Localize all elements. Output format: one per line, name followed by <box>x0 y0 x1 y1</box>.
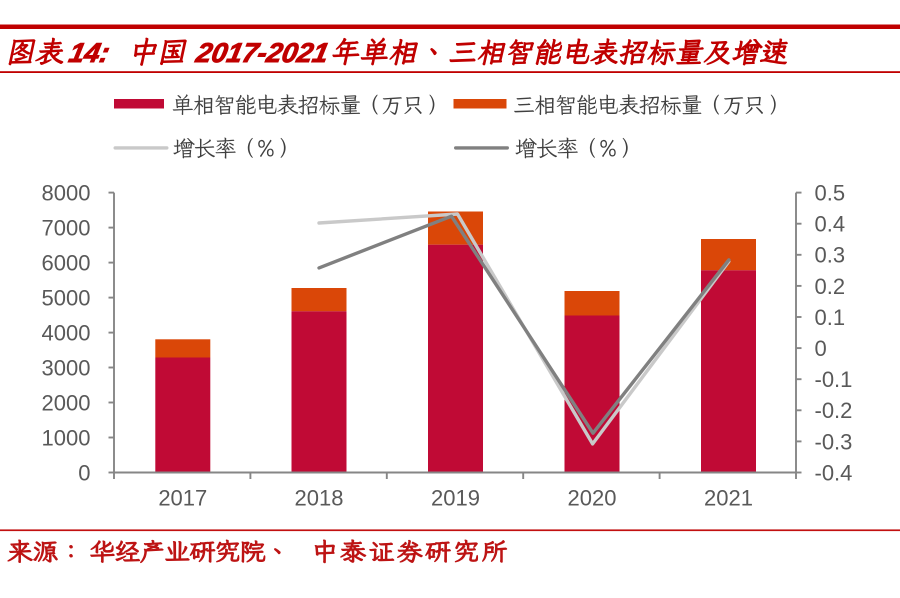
svg-text:2020: 2020 <box>568 486 617 511</box>
svg-text:0.4: 0.4 <box>815 212 846 237</box>
svg-text:-0.1: -0.1 <box>815 367 853 392</box>
svg-text:5000: 5000 <box>42 286 91 311</box>
svg-text:2000: 2000 <box>42 390 91 415</box>
svg-text:3000: 3000 <box>42 355 91 380</box>
svg-text:1000: 1000 <box>42 425 91 450</box>
svg-text:-0.4: -0.4 <box>815 460 853 485</box>
svg-text:8000: 8000 <box>42 181 91 206</box>
svg-text:0: 0 <box>78 460 90 485</box>
svg-text:0.1: 0.1 <box>815 305 846 330</box>
svg-text:2018: 2018 <box>295 486 344 511</box>
svg-text:6000: 6000 <box>42 251 91 276</box>
svg-text:0.3: 0.3 <box>815 243 846 268</box>
svg-text:2019: 2019 <box>431 486 480 511</box>
svg-text:0.2: 0.2 <box>815 274 846 299</box>
svg-text:2021: 2021 <box>704 486 753 511</box>
svg-text:-0.3: -0.3 <box>815 429 853 454</box>
svg-text:4000: 4000 <box>42 320 91 345</box>
svg-text:-0.2: -0.2 <box>815 398 853 423</box>
svg-text:7000: 7000 <box>42 216 91 241</box>
svg-text:0.5: 0.5 <box>815 181 846 206</box>
svg-text:0: 0 <box>815 336 827 361</box>
svg-text:2017: 2017 <box>158 486 207 511</box>
